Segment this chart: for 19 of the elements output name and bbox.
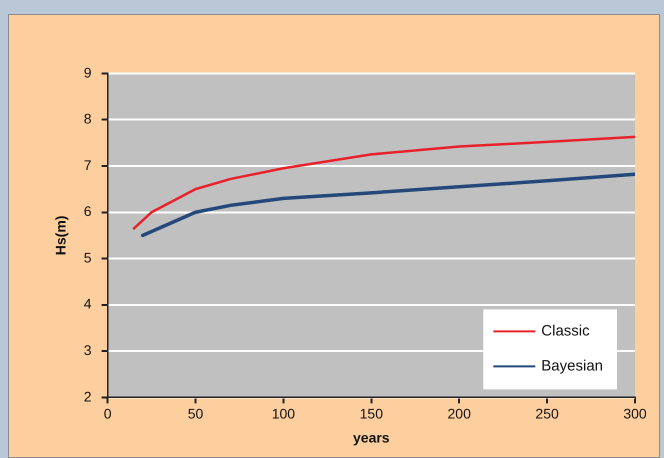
- y-tick-label: 6: [84, 203, 92, 220]
- x-tick-label: 200: [448, 406, 472, 422]
- x-axis-title: years: [352, 429, 390, 446]
- legend-label: Classic: [541, 322, 590, 340]
- y-tick-label: 7: [84, 156, 92, 173]
- y-tick-label: 4: [84, 296, 92, 312]
- x-tick-label: 150: [360, 406, 384, 422]
- x-tick-label: 0: [104, 406, 112, 422]
- legend-label: Bayesian: [541, 358, 604, 375]
- x-tick-label: 250: [535, 406, 559, 422]
- y-tick-label: 2: [84, 388, 92, 404]
- y-tick-label: 8: [84, 110, 92, 127]
- y-tick-label: 5: [84, 249, 92, 266]
- x-tick-label: 300: [623, 406, 647, 422]
- y-axis-title: Hs(m): [52, 216, 68, 256]
- x-tick-label: 100: [272, 406, 296, 422]
- y-tick-label: 9: [84, 64, 92, 80]
- x-tick-label: 50: [188, 406, 204, 422]
- y-tick-label: 3: [84, 342, 92, 358]
